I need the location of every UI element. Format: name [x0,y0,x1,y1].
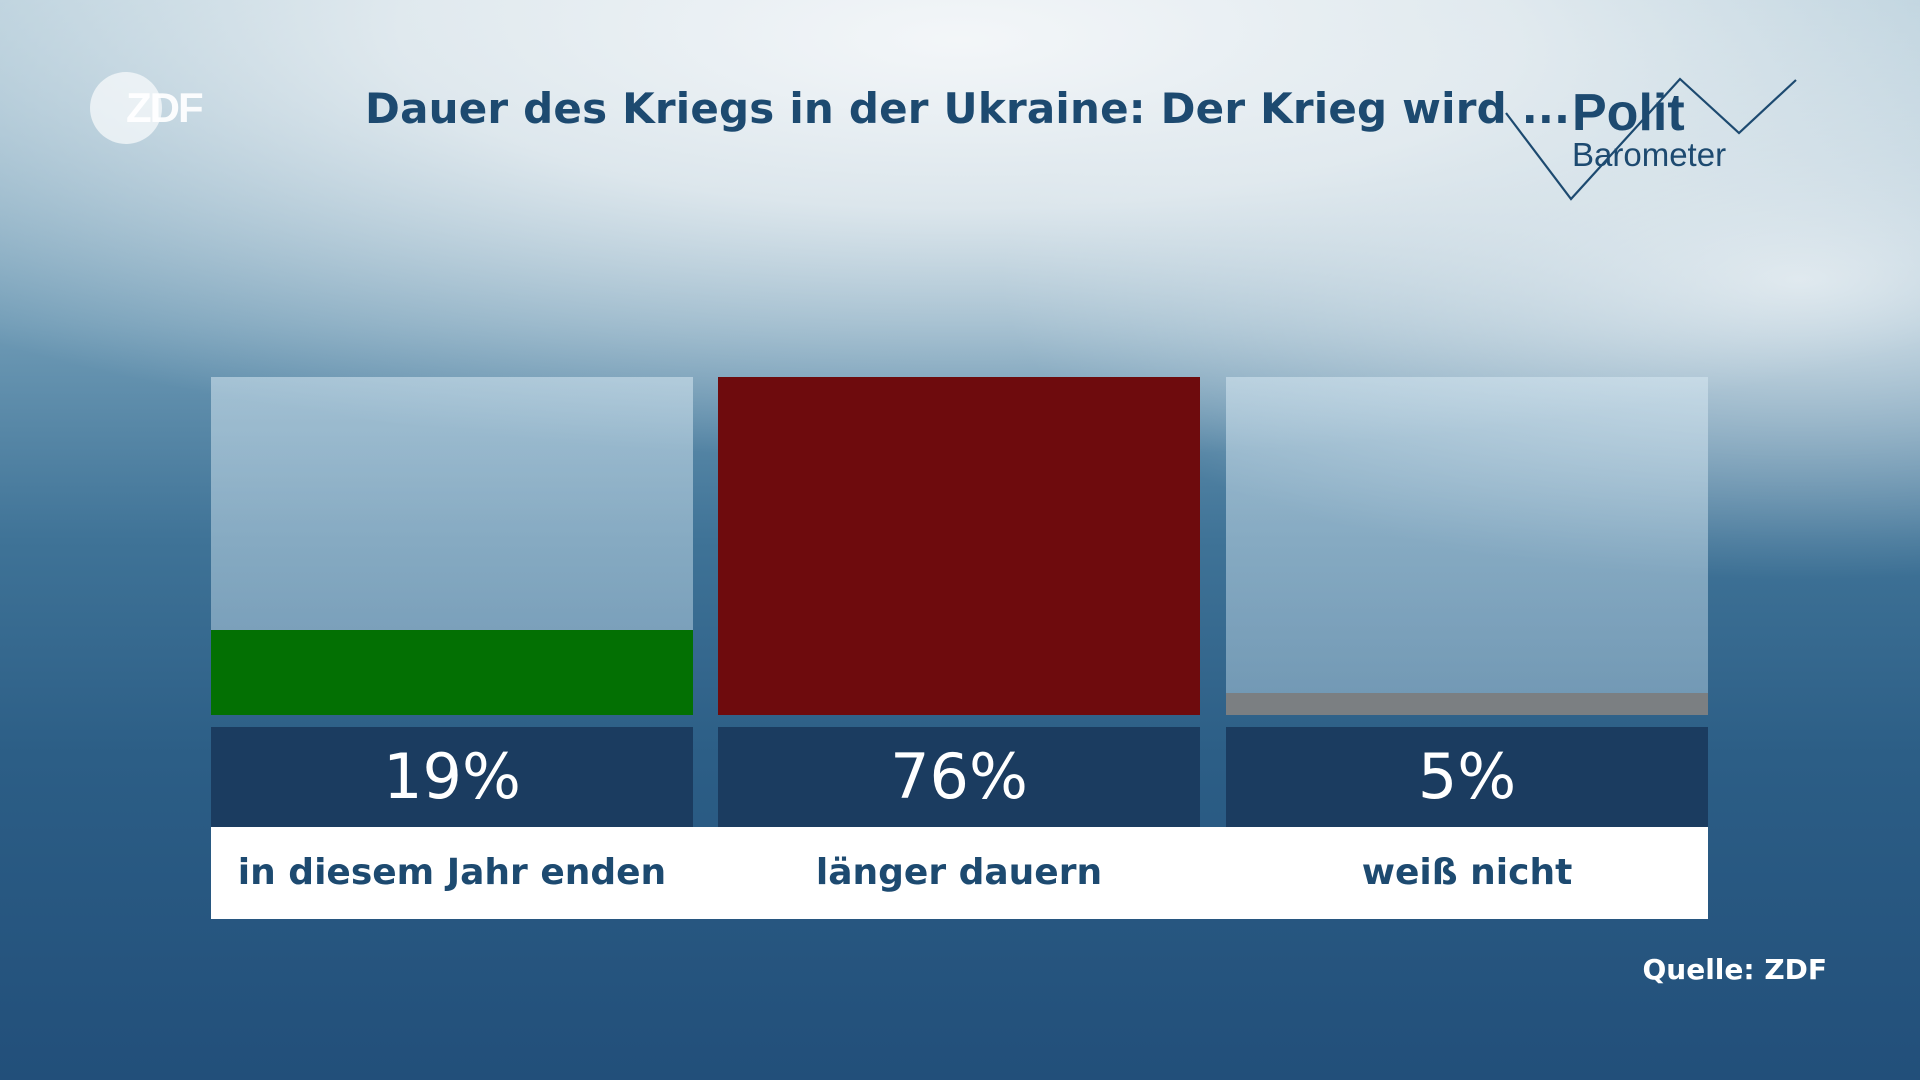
bar-value-label: 19% [211,727,693,827]
category-label: weiß nicht [1361,852,1573,893]
bar [718,377,1200,715]
bar-track [211,377,693,715]
bar [211,630,693,715]
bar [1226,693,1708,715]
chart-title: Dauer des Kriegs in der Ukraine: Der Kri… [365,84,1571,133]
zdf-logo: ZDF [90,72,240,144]
bar-track [718,377,1200,715]
bar-value-label: 5% [1226,727,1708,827]
zdf-logo-text: ZDF [126,84,204,131]
zdf-logo-disc [90,72,162,144]
category-label: länger dauern [815,852,1103,893]
category-label-strip [211,827,1708,919]
bar-value-label: 76% [718,727,1200,827]
bar-track [1226,377,1708,715]
politbarometer-zigzag-icon [1505,77,1797,201]
category-label: in diesem Jahr enden [237,852,667,893]
source-note: Quelle: ZDF [1642,953,1827,986]
politbarometer-polit-text: Polit [1572,87,1685,139]
politbarometer-logo: Polit Barometer [1500,75,1800,205]
politbarometer-polit-word: Polit [1572,84,1685,142]
politbarometer-barometer-text: Barometer [1572,136,1727,173]
